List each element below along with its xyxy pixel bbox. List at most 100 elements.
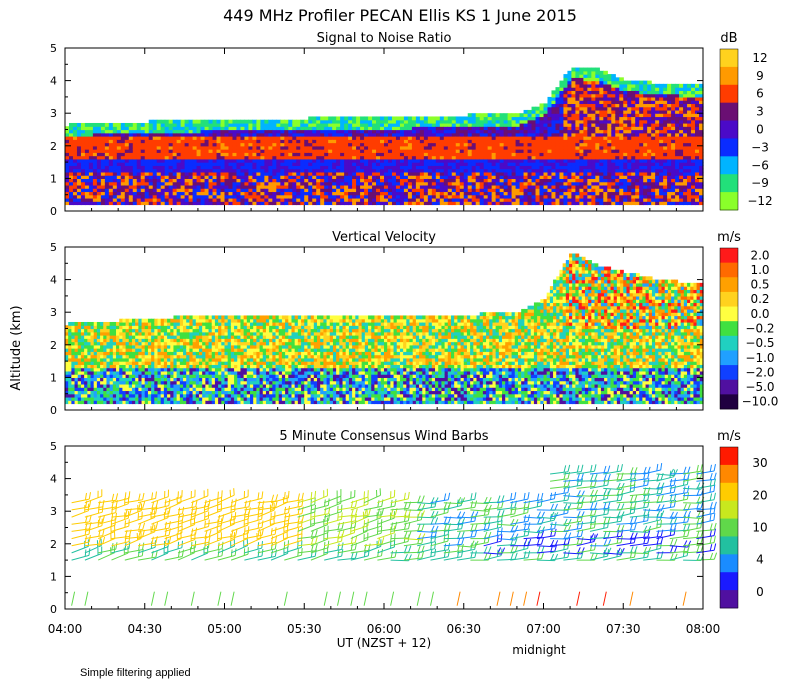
snr-cell: [376, 184, 381, 189]
snr-cell: [651, 83, 656, 88]
snr-cell: [583, 96, 588, 101]
snr-cell: [184, 152, 190, 157]
snr-cell: [651, 90, 656, 95]
snr-cell: [300, 184, 305, 189]
velocity-cell: [74, 354, 79, 359]
snr-cell: [419, 171, 425, 176]
snr-cell: [643, 175, 648, 179]
snr-cell: [204, 158, 210, 163]
snr-cell: [356, 158, 361, 163]
snr-cell: [687, 96, 692, 101]
snr-cell: [403, 191, 409, 196]
snr-cell: [523, 126, 529, 131]
snr-cell: [471, 188, 477, 193]
snr-cell: [204, 171, 210, 176]
snr-cell: [92, 142, 98, 147]
snr-cell: [411, 155, 417, 160]
snr-cell: [683, 188, 688, 193]
velocity-cell: [90, 331, 95, 336]
snr-cell: [595, 168, 600, 173]
snr-cell: [200, 129, 206, 134]
snr-cell: [344, 165, 349, 170]
snr-cell: [611, 201, 616, 206]
snr-cell: [280, 178, 285, 183]
snr-cell: [208, 149, 214, 153]
snr-cell: [663, 171, 668, 176]
snr-cell: [519, 142, 525, 147]
snr-cell: [615, 109, 620, 114]
snr-cell: [332, 178, 337, 183]
snr-cell: [531, 116, 537, 121]
snr-cell: [603, 90, 608, 95]
snr-cell: [455, 142, 461, 147]
snr-cell: [623, 119, 628, 124]
snr-cell: [555, 181, 561, 186]
snr-cell: [615, 142, 620, 147]
snr-cell: [336, 152, 341, 157]
snr-cell: [224, 142, 230, 147]
snr-cell: [563, 106, 569, 111]
snr-cell: [575, 106, 580, 111]
velocity-cell: [68, 380, 72, 385]
snr-cell: [336, 171, 341, 176]
snr-cell: [116, 158, 122, 163]
snr-cell: [679, 191, 684, 196]
snr-cell: [120, 149, 126, 153]
snr-cell: [280, 136, 285, 140]
snr-cell: [463, 116, 469, 121]
snr-cell: [451, 136, 457, 140]
snr-cell: [659, 116, 664, 121]
snr-cell: [483, 168, 489, 173]
snr-cell: [320, 116, 325, 121]
snr-cell: [483, 126, 489, 131]
snr-cell: [679, 158, 684, 163]
velocity-cell: [84, 335, 88, 339]
snr-cell: [419, 136, 425, 140]
snr-cell: [184, 142, 190, 147]
snr-cell: [220, 152, 226, 157]
snr-cell: [679, 109, 684, 114]
snr-cell: [463, 197, 469, 202]
snr-cell: [595, 152, 600, 157]
snr-cell: [483, 171, 489, 176]
snr-cell: [579, 87, 584, 91]
snr-cell: [587, 142, 592, 147]
snr-cell: [92, 149, 98, 153]
snr-cell: [84, 132, 90, 137]
snr-cell: [387, 162, 393, 166]
snr-cell: [65, 181, 70, 186]
snr-cell: [611, 90, 616, 95]
snr-cell: [651, 129, 656, 134]
snr-cell: [491, 194, 497, 199]
snr-cell: [88, 129, 94, 134]
snr-cell: [128, 171, 134, 176]
snr-cell: [679, 152, 684, 157]
snr-cell: [148, 155, 154, 160]
snr-cell: [264, 184, 269, 189]
snr-cell: [136, 126, 142, 131]
snr-cell: [236, 171, 242, 176]
snr-cell: [619, 181, 624, 186]
snr-cell: [435, 191, 441, 196]
snr-cell: [320, 194, 325, 199]
snr-cell: [232, 194, 238, 199]
snr-cell: [407, 116, 413, 121]
snr-cell: [391, 191, 397, 196]
snr-cell: [411, 126, 417, 131]
snr-cell: [679, 162, 684, 166]
snr-cell: [316, 188, 321, 193]
snr-cell: [651, 181, 656, 186]
snr-cell: [192, 184, 198, 189]
snr-cell: [639, 90, 644, 95]
snr-cell: [567, 191, 573, 196]
snr-cell: [455, 126, 461, 131]
snr-cell: [116, 184, 122, 189]
snr-cell: [575, 145, 580, 150]
snr-cell: [376, 188, 381, 193]
snr-cell: [443, 194, 449, 199]
snr-cell: [204, 142, 210, 147]
snr-cell: [65, 145, 70, 150]
snr-cell: [220, 188, 226, 193]
velocity-cell: [65, 348, 69, 352]
snr-cell: [603, 145, 608, 150]
